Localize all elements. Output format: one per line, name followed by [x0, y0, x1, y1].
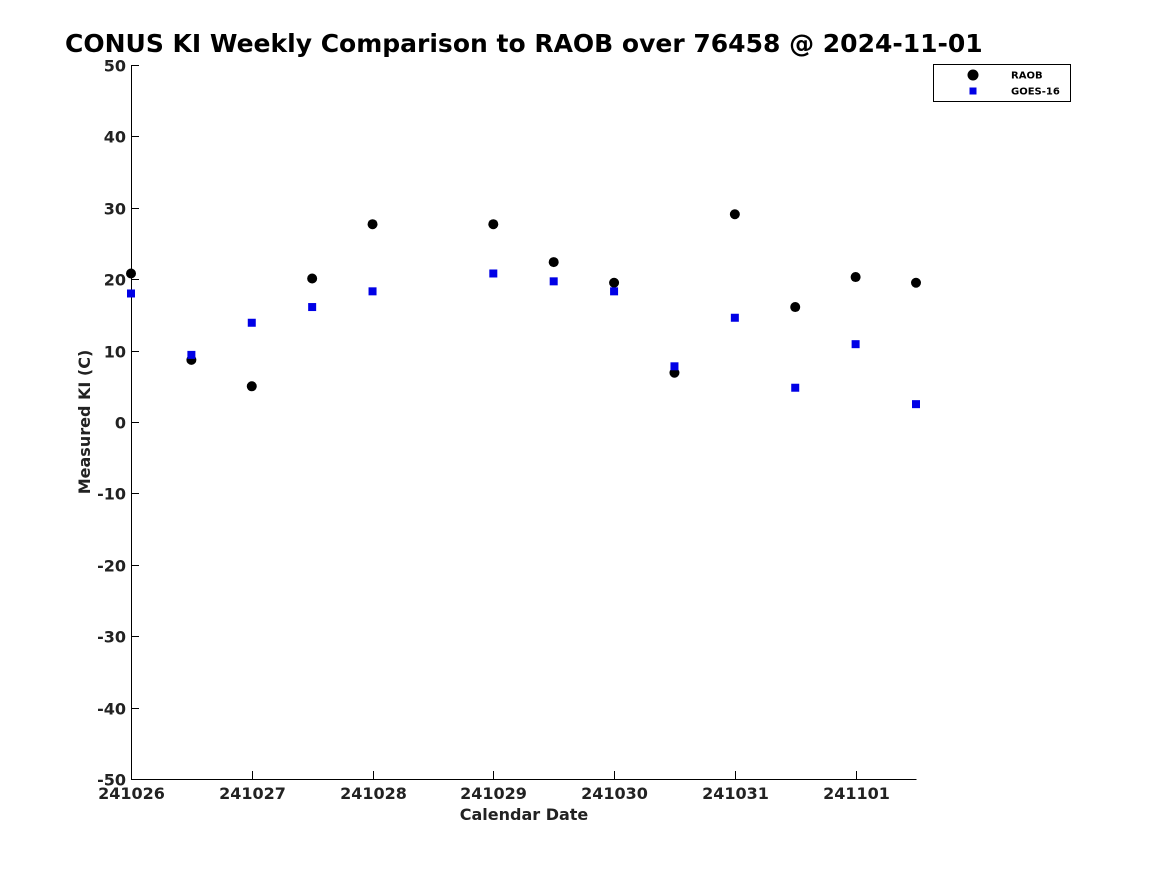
goes-16-point	[308, 303, 317, 312]
legend-label-goes-16: GOES-16	[1011, 87, 1060, 98]
raob-point	[911, 277, 921, 288]
x-tick-label: 241101	[823, 784, 890, 803]
y-tick-label: 40	[104, 128, 126, 147]
y-tick-label: 10	[104, 343, 126, 362]
x-tick-label: 241027	[219, 784, 286, 803]
goes-16-point	[730, 313, 739, 322]
legend: RAOB GOES-16	[933, 64, 1071, 102]
x-tick-label: 241026	[98, 784, 165, 803]
goes-16-point	[670, 362, 679, 371]
raob-point	[850, 272, 861, 283]
chart-title: CONUS KI Weekly Comparison to RAOB over …	[65, 29, 983, 58]
y-tick-label: 20	[104, 271, 126, 290]
y-tick-label: -10	[97, 485, 126, 504]
goes-16-point	[549, 277, 558, 286]
legend-label-raob: RAOB	[1011, 71, 1043, 82]
y-tick-label: -40	[97, 700, 126, 719]
y-axis-label: Measured KI (C)	[75, 350, 94, 495]
y-tick-label: 30	[104, 200, 126, 219]
raob-point	[609, 277, 620, 288]
x-tick-label: 241031	[702, 784, 769, 803]
goes-16-point	[247, 318, 256, 327]
legend-box	[933, 64, 1071, 102]
raob-point	[790, 302, 801, 313]
goes-16-point	[791, 383, 800, 392]
goes-16-point	[610, 287, 619, 296]
raob-point	[307, 273, 318, 284]
goes-16-point	[127, 289, 135, 298]
goes-16-point	[851, 340, 860, 349]
legend-marker-goes-16	[969, 87, 977, 95]
goes-16-point	[912, 400, 920, 409]
plot-axes	[131, 65, 917, 780]
x-axis-label: Calendar Date	[460, 805, 589, 824]
series-goes-16	[127, 269, 920, 409]
x-tick-label: 241028	[340, 784, 407, 803]
y-tick-label: -50	[97, 771, 126, 790]
goes-16-point	[489, 269, 498, 278]
x-ticks: 241026 241027 241028 241029 241030 241031 2411…	[98, 771, 890, 803]
y-tick-label: -30	[97, 628, 126, 647]
data-points	[126, 209, 921, 409]
raob-point	[729, 209, 740, 220]
goes-16-point	[187, 350, 196, 359]
goes-16-point	[368, 287, 377, 296]
x-tick-label: 241029	[460, 784, 527, 803]
y-tick-label: 50	[104, 57, 126, 76]
legend-entries: RAOB GOES-16	[967, 69, 1060, 98]
y-tick-label: -20	[97, 557, 126, 576]
raob-point	[548, 257, 559, 268]
raob-point	[126, 268, 136, 279]
raob-point	[367, 219, 378, 230]
raob-point	[488, 219, 499, 230]
y-ticks: 50 40 30 20 10 0 -10 -20 -30 -40 -50	[97, 57, 139, 790]
raob-point	[246, 381, 257, 392]
x-tick-label: 241030	[581, 784, 648, 803]
y-tick-label: 0	[115, 414, 126, 433]
series-raob	[126, 209, 921, 392]
legend-marker-raob	[967, 69, 979, 81]
